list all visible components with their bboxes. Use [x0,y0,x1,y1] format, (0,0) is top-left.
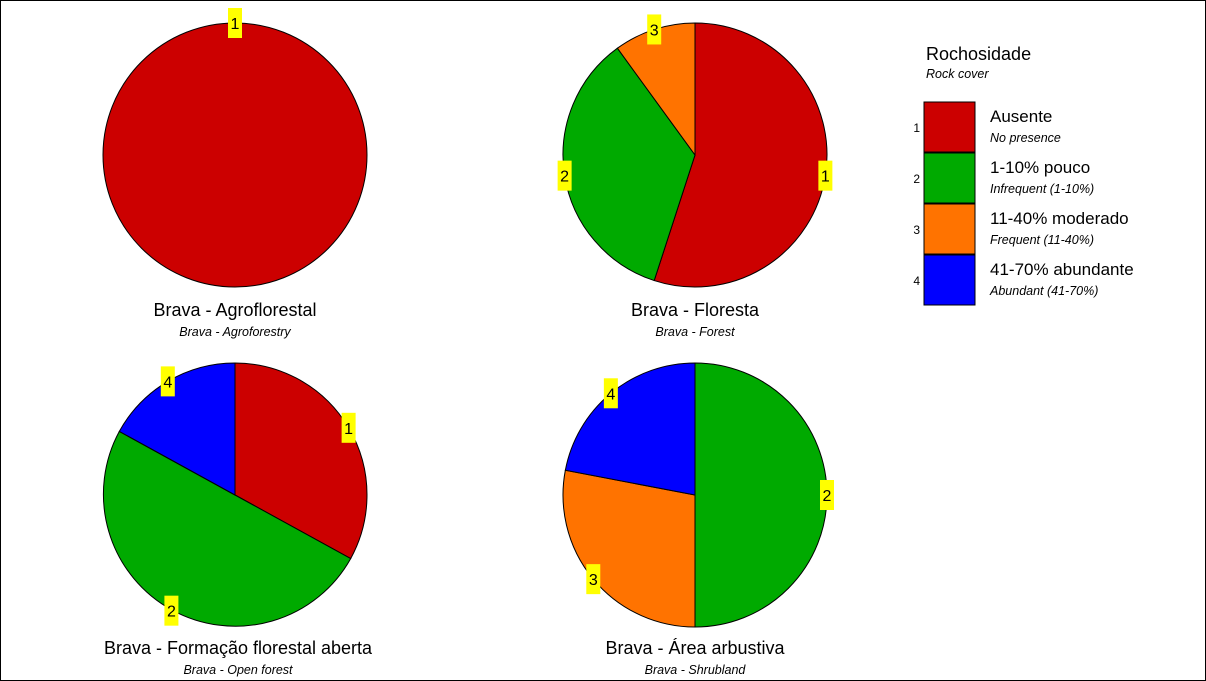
pie-data-labels: 1 2 3 [557,14,833,191]
legend: Rochosidade Rock cover 1 Ausente No presen… [913,44,1134,306]
data-label-box [647,14,662,45]
pie-title: Brava - Formação florestal aberta [104,638,373,658]
pie-subtitle: Brava - Shrubland [645,663,747,677]
pie-data-labels: 2 3 4 [586,378,834,595]
legend-item-4: 4 41-70% abundante Abundant (41-70%) [913,254,1134,306]
data-label-text: 1 [231,16,240,33]
legend-item-3: 3 11-40% moderado Frequent (11-40%) [913,203,1129,255]
pie-chart-formacao-florestal-aberta: 1 2 4 Brava - Formação florestal aberta Br… [102,362,373,677]
pie-chart-floresta: 1 2 3 Brava - Floresta Brava - Forest [557,14,833,339]
pie-slices [562,22,828,288]
pie-slice-category-2 [694,362,828,628]
pie-data-label: 2 [820,480,834,510]
pie-data-label: 2 [164,595,179,626]
data-label-box [586,564,601,595]
pie-subtitle: Brava - Agroforestry [179,325,291,339]
pie-data-label: 2 [557,160,572,191]
data-label-text: 3 [650,22,659,39]
data-label-box [164,595,179,626]
legend-items: 1 Ausente No presence 2 1-10% pouco Infrequen… [913,101,1134,306]
pie-subtitle: Brava - Forest [655,325,735,339]
data-label-text: 3 [589,572,598,589]
pie-data-label: 3 [586,564,601,595]
pie-slice-category-3 [562,469,696,628]
data-label-text: 1 [821,169,830,186]
legend-item-1: 1 Ausente No presence [913,101,1061,153]
legend-item-number: 3 [913,223,920,237]
data-label-text: 2 [823,488,832,505]
data-label-text: 2 [167,604,176,621]
legend-item-description: No presence [990,131,1061,145]
pie-data-labels: 1 [228,8,242,38]
legend-item-name: 11-40% moderado [990,209,1129,228]
pie-data-label: 1 [228,8,242,38]
pie-chart-agroflorestal: 1 Brava - Agroflorestal Brava - Agrofore… [102,8,368,339]
legend-item-name: Ausente [990,107,1052,126]
data-label-text: 4 [163,374,172,391]
data-label-text: 4 [606,386,615,403]
data-label-box [557,160,572,191]
legend-item-2: 2 1-10% pouco Infrequent (1-10%) [913,152,1094,204]
legend-subtitle: Rock cover [926,67,989,81]
data-label-box [820,480,834,510]
pie-data-label: 3 [647,14,662,45]
pie-data-label: 1 [341,412,356,443]
legend-swatch [923,203,976,255]
pie-slices [102,22,368,288]
pie-data-label: 4 [603,378,618,409]
pie-data-label: 1 [818,160,833,191]
data-label-text: 1 [344,421,353,438]
data-label-text: 2 [560,169,569,186]
legend-item-name: 1-10% pouco [990,158,1090,177]
pie-chart-area-arbustiva: 2 3 4 Brava - Área arbustiva Brava - Shrub… [562,362,834,677]
data-label-box [228,8,242,38]
legend-item-number: 1 [913,121,920,135]
legend-item-description: Abundant (41-70%) [989,284,1098,298]
pie-data-labels: 1 2 4 [160,366,356,626]
legend-title: Rochosidade [926,44,1031,64]
legend-item-name: 41-70% abundante [990,260,1134,279]
legend-item-description: Infrequent (1-10%) [990,182,1094,196]
pie-data-label: 4 [160,366,175,397]
pie-subtitle: Brava - Open forest [183,663,293,677]
data-label-box [341,412,356,443]
data-label-box [603,378,618,409]
data-label-box [160,366,175,397]
pie-slices [102,362,368,627]
pie-slices [562,362,828,628]
pie-title: Brava - Área arbustiva [605,638,785,658]
legend-swatch [923,152,976,204]
legend-item-number: 4 [913,274,920,288]
legend-swatch [923,101,976,153]
pie-slice-category-1 [102,22,368,288]
pie-title: Brava - Agroflorestal [153,300,316,320]
data-label-box [818,160,833,191]
legend-swatch [923,254,976,306]
legend-item-number: 2 [913,172,920,186]
pie-title: Brava - Floresta [631,300,760,320]
legend-item-description: Frequent (11-40%) [990,233,1094,247]
